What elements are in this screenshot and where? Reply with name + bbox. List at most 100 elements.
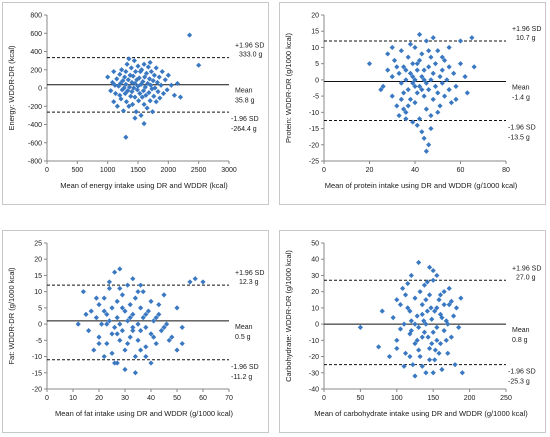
y-tick-label: 400 bbox=[30, 49, 42, 56]
data-point bbox=[408, 272, 414, 279]
data-point bbox=[118, 96, 124, 102]
data-point bbox=[128, 93, 134, 99]
data-point bbox=[154, 79, 161, 86]
x-tick-label: 10 bbox=[69, 395, 77, 402]
y-tick-label: -15 bbox=[309, 126, 319, 133]
data-point bbox=[407, 70, 414, 76]
data-point bbox=[419, 74, 425, 80]
data-point bbox=[148, 298, 154, 304]
data-point bbox=[423, 148, 429, 154]
data-point bbox=[112, 360, 118, 366]
data-point bbox=[101, 353, 107, 360]
data-point bbox=[91, 347, 97, 353]
data-point bbox=[121, 85, 127, 91]
data-point bbox=[471, 64, 477, 70]
lower-limit-label: -1.96 SD bbox=[508, 124, 536, 131]
y-tick-label: 40 bbox=[311, 257, 319, 264]
data-point bbox=[441, 302, 447, 308]
x-tick-label: 40 bbox=[411, 167, 419, 174]
data-point bbox=[136, 98, 142, 104]
data-point bbox=[430, 70, 436, 76]
y-tick-label: 0 bbox=[315, 322, 319, 329]
y-tick-label: 0 bbox=[315, 77, 319, 84]
data-point bbox=[130, 328, 136, 334]
y-axis-title: Fat: WDDR-DR (g/1000 kcal) bbox=[7, 267, 16, 365]
data-point bbox=[131, 58, 137, 64]
data-point bbox=[453, 96, 459, 102]
data-point bbox=[106, 285, 112, 292]
data-point bbox=[126, 103, 132, 109]
data-point bbox=[117, 321, 123, 327]
data-point bbox=[111, 99, 117, 105]
data-point bbox=[405, 54, 411, 60]
data-point bbox=[171, 92, 177, 98]
data-point bbox=[112, 324, 118, 330]
data-point bbox=[437, 340, 444, 347]
data-point bbox=[148, 360, 154, 366]
lower-limit-value: -13.5 g bbox=[508, 134, 530, 141]
x-tick-label: 3000 bbox=[221, 167, 237, 174]
x-tick-label: 50 bbox=[357, 395, 365, 402]
data-point bbox=[157, 95, 163, 101]
data-point bbox=[419, 311, 425, 317]
mean-label: Mean bbox=[235, 324, 253, 331]
data-point bbox=[439, 80, 445, 86]
data-point bbox=[135, 289, 141, 295]
mean-value: 35.8 g bbox=[235, 98, 255, 105]
data-point bbox=[122, 366, 128, 373]
data-point bbox=[86, 328, 92, 334]
data-point bbox=[412, 340, 418, 347]
x-tick-label: 80 bbox=[502, 167, 510, 174]
x-tick-label: 70 bbox=[225, 395, 233, 402]
data-point bbox=[385, 67, 391, 73]
upper-limit-label: +1.96 SD bbox=[512, 265, 541, 272]
data-point bbox=[435, 109, 441, 115]
data-point bbox=[398, 48, 404, 54]
y-tick-label: -600 bbox=[28, 140, 42, 147]
data-point bbox=[432, 357, 438, 363]
data-point bbox=[412, 83, 418, 89]
upper-limit-value: 333.0 g bbox=[239, 52, 262, 59]
upper-limit-value: 12.3 g bbox=[239, 279, 259, 286]
upper-limit-label: +1.96 SD bbox=[235, 43, 264, 50]
y-tick-label: 50 bbox=[311, 241, 319, 248]
y-tick-label: -10 bbox=[309, 338, 319, 345]
x-axis-title: Mean of energy intake using DR and WDDR … bbox=[60, 181, 228, 190]
y-tick-label: 10 bbox=[311, 45, 319, 52]
data-point bbox=[405, 280, 411, 287]
data-point bbox=[119, 67, 125, 73]
data-point bbox=[414, 313, 420, 319]
data-point bbox=[401, 321, 407, 327]
data-point bbox=[446, 44, 452, 51]
mean-label: Mean bbox=[512, 85, 530, 92]
y-tick-label: -20 bbox=[32, 387, 42, 394]
data-point bbox=[464, 90, 470, 96]
data-point bbox=[179, 324, 185, 330]
data-point bbox=[437, 74, 443, 80]
data-point bbox=[423, 370, 429, 376]
data-point bbox=[456, 324, 462, 330]
data-point bbox=[141, 120, 147, 127]
x-axis-title: Mean of fat intake using DR and WDDR (g/… bbox=[55, 409, 233, 418]
data-point bbox=[421, 329, 428, 335]
data-point bbox=[428, 112, 434, 119]
mean-value: -1.4 g bbox=[512, 95, 530, 102]
data-point bbox=[357, 324, 363, 330]
data-point bbox=[122, 74, 128, 80]
data-point bbox=[114, 76, 120, 82]
data-point bbox=[158, 82, 164, 88]
data-point bbox=[417, 353, 423, 360]
data-point bbox=[139, 67, 145, 73]
y-tick-label: 20 bbox=[311, 289, 319, 296]
data-point bbox=[428, 54, 434, 60]
data-point bbox=[402, 292, 409, 298]
x-tick-label: 40 bbox=[147, 395, 155, 402]
data-point bbox=[146, 76, 153, 82]
carbohydrate-bland-altman-chart: -40 -30 -20 -10 0 10 20 30 40 50 0 50 100 150 200 250 +1… bbox=[279, 230, 546, 433]
y-tick-label: 25 bbox=[34, 241, 42, 248]
data-point bbox=[453, 305, 460, 311]
data-point bbox=[144, 105, 150, 111]
data-point bbox=[410, 119, 416, 125]
data-point bbox=[437, 103, 443, 109]
data-point bbox=[125, 77, 131, 83]
